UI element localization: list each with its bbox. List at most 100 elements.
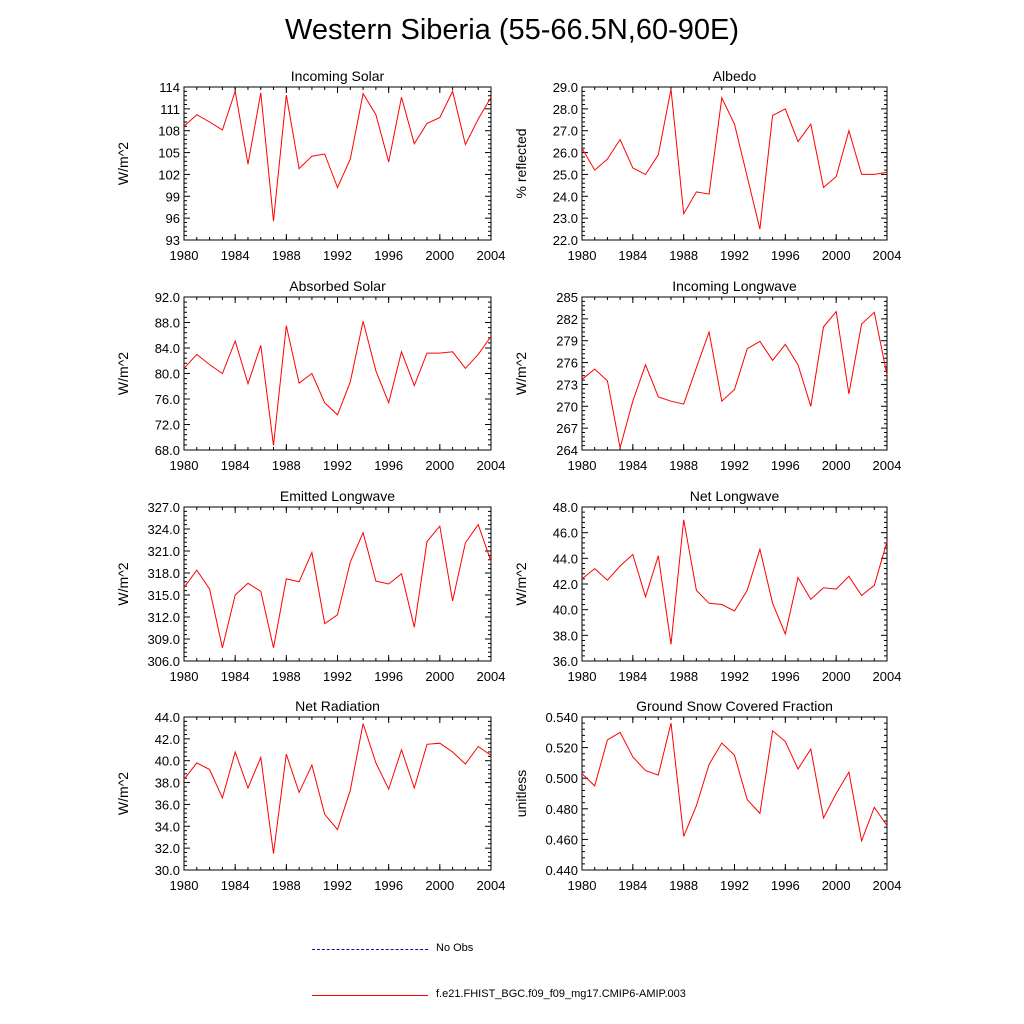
incoming-solar-ylabel: W/m^2 (115, 142, 131, 185)
x-tick-label: 2004 (873, 878, 902, 893)
x-tick-label: 1992 (720, 669, 749, 684)
y-tick-label: 99 (166, 189, 180, 204)
x-tick-label: 2000 (425, 248, 454, 263)
x-tick-label: 1980 (568, 669, 597, 684)
y-tick-label: 267 (556, 421, 578, 436)
y-tick-label: 29.0 (553, 80, 578, 95)
x-tick-label: 1992 (323, 458, 352, 473)
y-tick-label: 279 (556, 334, 578, 349)
x-tick-label: 1980 (170, 878, 199, 893)
x-tick-label: 1992 (323, 878, 352, 893)
y-tick-label: 26.0 (553, 146, 578, 161)
page-title: Western Siberia (55-66.5N,60-90E) (284, 14, 740, 46)
x-tick-label: 1984 (618, 458, 647, 473)
emitted-longwave-panel: Emitted Longwave W/m^2 1980 1984 1988 1992 199… (115, 488, 505, 684)
incoming-longwave-panel: Incoming Longwave W/m^2 1980 1984 1988 1992 19… (513, 278, 901, 473)
x-tick-label: 2000 (822, 878, 851, 893)
x-tick-label: 1988 (272, 248, 301, 263)
x-tick-label: 1984 (618, 248, 647, 263)
y-tick-label: 306.0 (147, 654, 180, 669)
y-tick-label: 111 (160, 102, 180, 117)
y-tick-label: 0.540 (545, 710, 578, 725)
incoming-solar-title: Incoming Solar (291, 68, 385, 84)
legend-obs-line (312, 949, 428, 950)
y-tick-label: 93 (166, 233, 180, 248)
net-longwave-panel: Net Longwave W/m^2 1980 1984 1988 1992 1996 200… (513, 488, 901, 684)
emitted-longwave-title: Emitted Longwave (280, 488, 395, 504)
net-radiation-title: Net Radiation (295, 698, 380, 714)
y-tick-label: 114 (159, 80, 180, 95)
x-tick-label: 1984 (618, 878, 647, 893)
x-tick-label: 1984 (618, 669, 647, 684)
x-tick-label: 2000 (822, 248, 851, 263)
x-tick-label: 1980 (170, 458, 199, 473)
x-tick-label: 2000 (822, 669, 851, 684)
y-tick-label: 42.0 (553, 577, 578, 592)
x-tick-label: 1980 (568, 248, 597, 263)
x-tick-label: 1988 (669, 458, 698, 473)
y-tick-label: 44.0 (155, 710, 180, 725)
x-tick-label: 1980 (568, 878, 597, 893)
y-tick-label: 48.0 (553, 500, 578, 515)
absorbed-solar-series-line (183, 321, 492, 446)
albedo-frame (581, 86, 888, 241)
x-tick-label: 1984 (221, 248, 250, 263)
x-tick-label: 1996 (374, 458, 403, 473)
albedo-title: Albedo (713, 68, 757, 84)
y-tick-label: 315.0 (147, 588, 180, 603)
incoming-solar-series-line (183, 89, 492, 222)
x-tick-label: 1992 (720, 458, 749, 473)
y-tick-label: 24.0 (553, 189, 578, 204)
x-tick-label: 1992 (720, 248, 749, 263)
net-radiation-frame (183, 716, 492, 871)
x-tick-label: 1996 (771, 669, 800, 684)
ground-snow-covered-fraction-frame (581, 716, 888, 871)
x-tick-label: 1996 (771, 878, 800, 893)
y-tick-label: 72.0 (155, 418, 180, 433)
incoming-longwave-ylabel: W/m^2 (513, 352, 529, 395)
emitted-longwave-series-line (183, 523, 492, 648)
x-tick-label: 1996 (374, 248, 403, 263)
y-tick-label: 30.0 (155, 863, 180, 878)
y-tick-label: 46.0 (553, 526, 578, 541)
emitted-longwave-frame (183, 506, 492, 662)
x-tick-label: 1988 (272, 669, 301, 684)
x-tick-label: 2004 (873, 248, 902, 263)
x-tick-label: 2004 (477, 248, 506, 263)
legend-model-label: f.e21.FHIST_BGC.f09_f09_mg17.CMIP6-AMIP.… (436, 988, 686, 1000)
net-radiation-series-line (183, 723, 492, 854)
x-tick-label: 1980 (170, 669, 199, 684)
x-tick-label: 1984 (221, 878, 250, 893)
absorbed-solar-title: Absorbed Solar (289, 278, 386, 294)
net-radiation-panel: Net Radiation W/m^2 1980 1984 1988 1992 1996 20… (115, 698, 505, 893)
net-longwave-series-line (581, 519, 888, 645)
y-tick-label: 312.0 (147, 610, 180, 625)
incoming-longwave-series-line (581, 310, 888, 448)
y-tick-label: 105 (158, 146, 180, 161)
x-tick-label: 2000 (425, 669, 454, 684)
y-tick-label: 309.0 (147, 632, 180, 647)
y-tick-label: 264 (556, 443, 578, 458)
x-tick-label: 1988 (272, 878, 301, 893)
y-tick-label: 68.0 (155, 443, 180, 458)
y-tick-label: 84.0 (155, 341, 180, 356)
x-tick-label: 2000 (822, 458, 851, 473)
x-tick-label: 1992 (323, 248, 352, 263)
x-tick-label: 1988 (669, 669, 698, 684)
y-tick-label: 22.0 (553, 233, 578, 248)
y-tick-label: 92.0 (155, 290, 180, 305)
x-tick-label: 2004 (873, 458, 902, 473)
x-tick-label: 1984 (221, 458, 250, 473)
y-tick-label: 32.0 (155, 841, 180, 856)
x-tick-label: 1996 (771, 458, 800, 473)
y-tick-label: 96 (166, 211, 180, 226)
y-tick-label: 23.0 (553, 211, 578, 226)
y-tick-label: 270 (556, 399, 578, 414)
y-tick-label: 108 (158, 124, 180, 139)
y-tick-label: 321.0 (147, 544, 180, 559)
y-tick-label: 38.0 (553, 628, 578, 643)
y-tick-label: 28.0 (553, 102, 578, 117)
x-tick-label: 2000 (425, 458, 454, 473)
x-tick-label: 1988 (669, 878, 698, 893)
